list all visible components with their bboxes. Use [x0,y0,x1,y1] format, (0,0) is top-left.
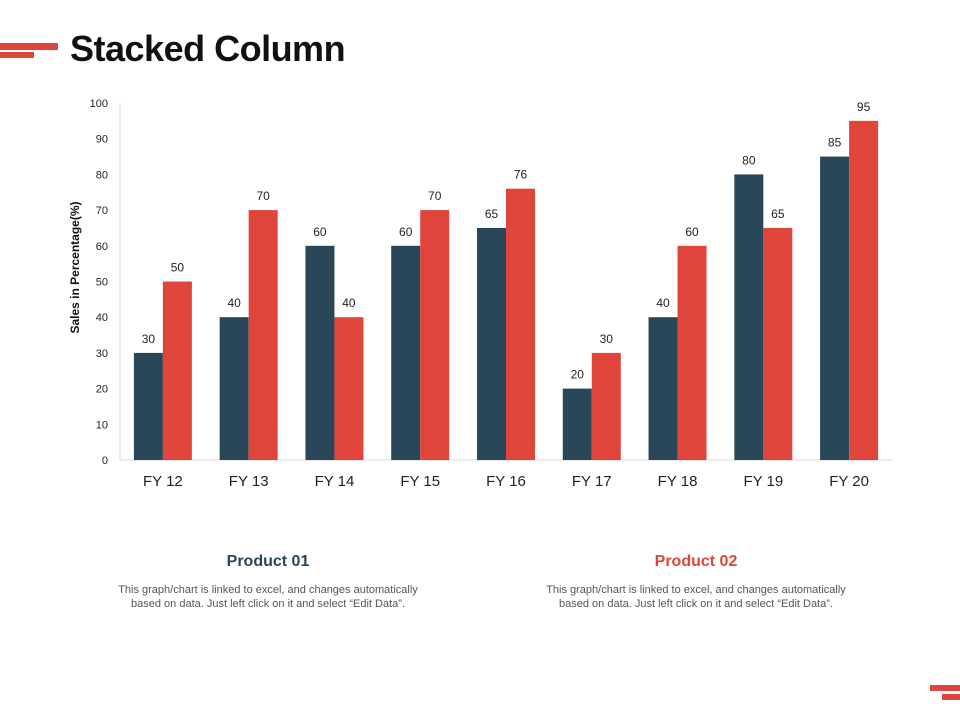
bar-product-2 [334,317,364,460]
y-tick-label: 60 [96,241,108,253]
data-label-product-2: 65 [771,207,785,221]
bar-product-2 [248,210,278,460]
data-label-product-2: 70 [256,189,270,203]
decor-bar-bottom-right-short [942,694,960,700]
data-label-product-1: 65 [485,207,499,221]
bar-product-2 [763,227,793,460]
bar-product-2 [591,352,621,460]
bar-product-1 [648,317,678,460]
decor-bar-bottom-right [930,685,960,691]
x-tick-label: FY 12 [143,473,183,490]
data-label-product-1: 80 [742,153,756,167]
legend-product-1-title: Product 01 [226,553,310,570]
data-label-product-2: 30 [600,332,614,346]
x-tick-label: FY 17 [572,473,612,490]
y-tick-label: 50 [96,277,108,289]
x-tick-label: FY 14 [315,473,355,490]
data-label-product-1: 20 [571,368,585,382]
bar-product-2 [677,245,707,460]
legend-product-1: Product 01 This graph/chart is linked to… [118,553,418,611]
bar-product-1 [477,227,506,460]
bar-product-1 [391,245,421,460]
legend-product-1-description: This graph/chart is linked to excel, and… [118,584,418,610]
x-tick-label: FY 15 [400,473,440,490]
bar-product-1 [734,174,764,460]
decor-bar-top-left-short [0,52,34,58]
y-axis-title: Sales in Percentage(%) [68,201,82,333]
x-tick-label: FY 16 [486,473,526,490]
data-label-product-1: 60 [313,225,327,239]
bar-product-1 [305,245,335,460]
legend-product-2: Product 02 This graph/chart is linked to… [546,553,846,611]
data-label-product-1: 60 [399,225,413,239]
bar-product-2 [162,281,192,460]
bar-chart: 0 10 20 30 40 50 60 70 80 90 100 Sales in Percentag… [68,98,892,490]
bar-product-1 [562,388,592,460]
y-tick-label: 40 [96,312,108,324]
data-label-product-2: 60 [685,225,699,239]
legend-product-2-description: This graph/chart is linked to excel, and… [546,584,846,610]
data-label-product-1: 40 [227,296,241,310]
bar-product-2 [849,120,879,460]
data-label-product-2: 40 [342,296,356,310]
bar-product-1 [820,156,850,461]
data-label-product-2: 95 [857,100,871,114]
y-tick-label: 90 [96,134,108,146]
data-label-product-1: 85 [828,136,842,150]
y-tick-label: 0 [102,455,108,467]
y-tick-label: 20 [96,384,108,396]
bar-product-2 [506,188,535,460]
page-title: Stacked Column [70,28,346,69]
decor-bar-top-left [0,43,58,50]
x-tick-label: FY 19 [743,473,783,490]
y-tick-label: 100 [90,98,108,110]
data-label-product-1: 30 [142,332,156,346]
bar-product-1 [133,352,163,460]
data-label-product-2: 70 [428,189,442,203]
bar-product-2 [420,210,450,460]
y-tick-label: 10 [96,419,108,431]
legend-product-2-title: Product 02 [654,553,738,570]
data-label-product-2: 50 [171,261,185,275]
x-tick-label: FY 18 [658,473,698,490]
data-label-product-2: 76 [514,168,528,182]
x-tick-label: FY 20 [829,473,869,490]
bar-product-1 [219,317,249,460]
y-tick-label: 30 [96,348,108,360]
y-tick-label: 70 [96,205,108,217]
y-tick-label: 80 [96,169,108,181]
data-label-product-1: 40 [656,296,670,310]
x-tick-label: FY 13 [229,473,269,490]
